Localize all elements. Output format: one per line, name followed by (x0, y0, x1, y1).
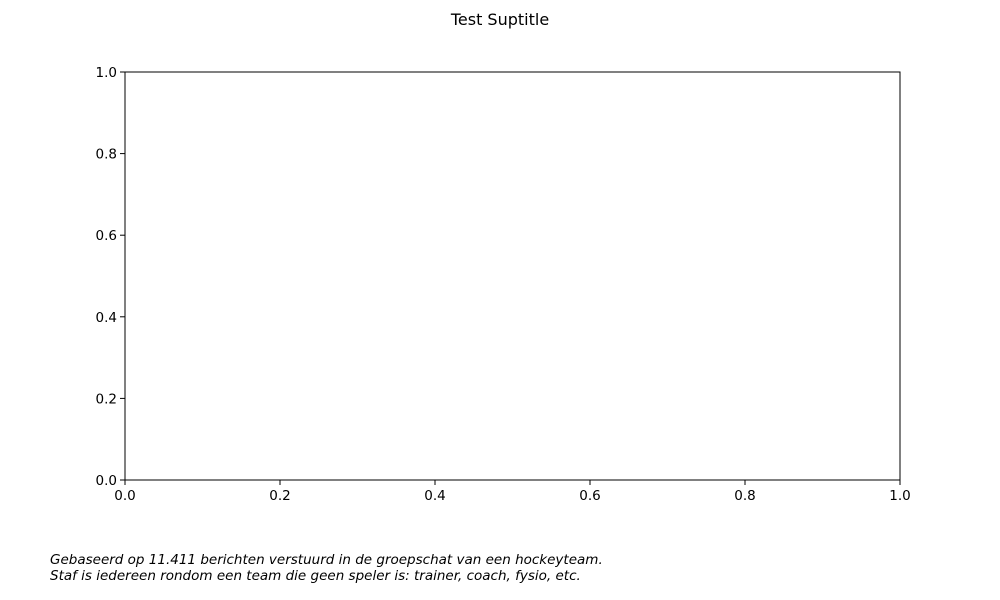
x-tick-label: 1.0 (889, 488, 910, 504)
footnote-line-2: Staf is iedereen rondom een team die gee… (50, 568, 581, 584)
y-tick-label: 0.4 (96, 310, 117, 326)
y-tick-label: 0.2 (96, 391, 117, 407)
x-tick-label: 0.2 (269, 488, 290, 504)
x-tick-label: 0.4 (424, 488, 445, 504)
y-tick-label: 0.0 (96, 473, 117, 489)
x-tick-label: 0.0 (114, 488, 135, 504)
axes-frame (124, 71, 901, 481)
y-tick-label: 0.6 (96, 228, 117, 244)
x-tick-label: 0.6 (579, 488, 600, 504)
y-tick-label: 1.0 (96, 65, 117, 81)
x-axis-ticks: 0.0 0.2 0.4 0.6 0.8 1.0 (114, 480, 911, 504)
x-tick-label: 0.8 (734, 488, 755, 504)
footnote: Gebaseerd op 11.411 berichten verstuurd … (50, 552, 990, 584)
y-axis-ticks: 0.0 0.2 0.4 0.6 0.8 1.0 (96, 65, 125, 489)
footnote-line-1: Gebaseerd op 11.411 berichten verstuurd … (50, 552, 603, 568)
y-tick-label: 0.8 (96, 147, 117, 163)
chart-suptitle: Test Suptitle (450, 10, 550, 29)
